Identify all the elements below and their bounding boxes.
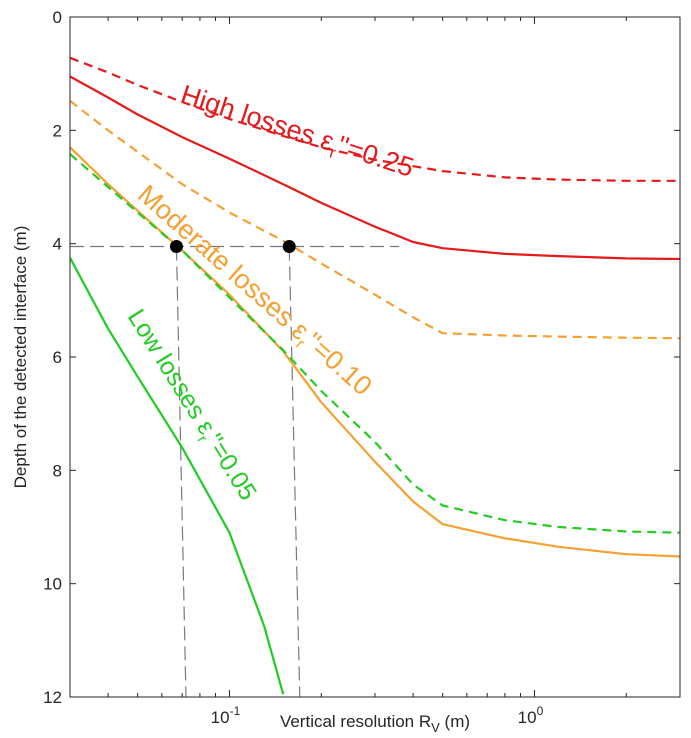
series-group	[70, 56, 680, 695]
y-tick-label: 10	[43, 575, 62, 594]
x-axis: 10-1 100	[69, 17, 681, 727]
y-tick-label: 0	[53, 8, 62, 27]
y-tick-label: 8	[53, 461, 62, 480]
series-low-solid	[70, 257, 285, 695]
guide-drop	[288, 246, 301, 698]
y-tick-label: 12	[43, 688, 62, 707]
series-moderate-dashed	[70, 100, 680, 340]
x-axis-label-sub: V	[431, 720, 440, 735]
y-tick-label: 2	[53, 121, 62, 140]
x-tick-label: 10-1	[211, 704, 241, 727]
y-tick-label: 4	[53, 235, 62, 254]
plot-area	[70, 17, 680, 697]
intersection-marker	[169, 240, 183, 253]
intersection-marker	[282, 240, 296, 253]
x-tick-label: 100	[518, 704, 544, 727]
x-axis-label-unit: (m)	[440, 712, 470, 731]
guide-lines	[70, 245, 400, 698]
x-axis-label-main: Vertical resolution R	[280, 712, 431, 731]
series-high-solid	[70, 75, 680, 261]
markers-group	[169, 240, 296, 253]
y-axis-label: Depth of the detected interface (m)	[11, 226, 30, 489]
series-low-dashed	[70, 153, 680, 534]
y-tick-label: 6	[53, 348, 62, 367]
x-axis-label: Vertical resolution RV (m)	[280, 712, 470, 735]
y-axis: 0 2 4 6 8 10 12	[43, 8, 680, 707]
guide-drop	[175, 246, 187, 698]
